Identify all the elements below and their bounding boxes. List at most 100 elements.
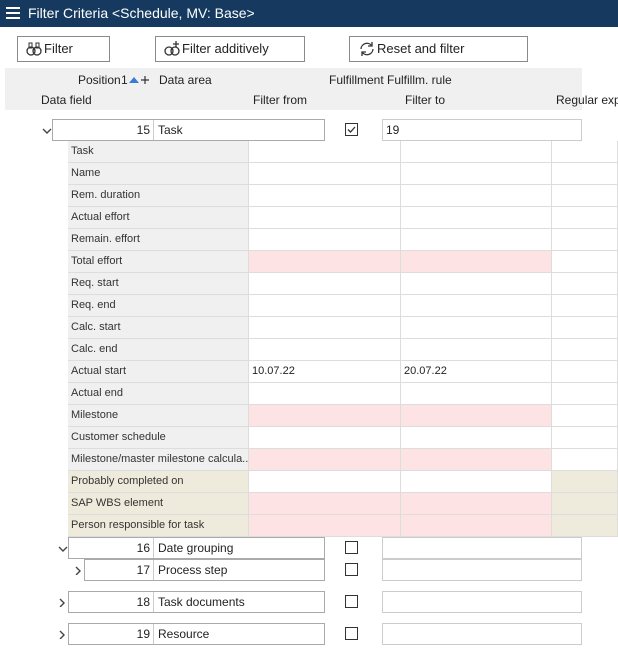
regular-expression[interactable] — [552, 471, 618, 493]
fulfillment-checkbox[interactable] — [345, 123, 359, 137]
filter-from[interactable] — [249, 229, 401, 251]
filter-to[interactable] — [401, 295, 552, 317]
field-label: Person responsible for task — [68, 515, 249, 537]
filter-from[interactable] — [249, 295, 401, 317]
header-position[interactable]: Position — [78, 73, 121, 87]
fulfillment-checkbox[interactable] — [345, 627, 359, 641]
group-position: 16 — [68, 538, 154, 558]
filter-to[interactable] — [401, 229, 552, 251]
filter-to[interactable] — [401, 163, 552, 185]
field-label: Req. start — [68, 273, 249, 295]
filter-to[interactable] — [401, 273, 552, 295]
fulfillment-checkbox[interactable] — [345, 541, 359, 555]
filter-to[interactable] — [401, 493, 552, 515]
regular-expression[interactable] — [552, 185, 618, 207]
group-row[interactable] — [68, 591, 325, 613]
field-label: Name — [68, 163, 249, 185]
filter-to[interactable] — [401, 141, 552, 163]
filter-from[interactable] — [249, 383, 401, 405]
filter-to[interactable] — [401, 427, 552, 449]
fulfillment-rule[interactable] — [382, 623, 582, 645]
regular-expression[interactable] — [552, 207, 618, 229]
regular-expression[interactable] — [552, 163, 618, 185]
regular-expression[interactable] — [552, 317, 618, 339]
fulfillment-rule[interactable] — [382, 591, 582, 613]
filter-to[interactable] — [401, 317, 552, 339]
header-fulfillment-rule[interactable]: Fulfillm. rule — [387, 73, 452, 87]
field-label: Remain. effort — [68, 229, 249, 251]
filter-to[interactable] — [401, 251, 552, 273]
regular-expression[interactable] — [552, 339, 618, 361]
group-data-area: Resource — [158, 627, 210, 641]
filter-from[interactable] — [249, 207, 401, 229]
regular-expression[interactable] — [552, 383, 618, 405]
regular-expression[interactable] — [552, 295, 618, 317]
filter-to[interactable] — [401, 449, 552, 471]
filter-to[interactable] — [401, 515, 552, 537]
field-label: Actual end — [68, 383, 249, 405]
filter-to[interactable] — [401, 471, 552, 493]
header-filter-from[interactable]: Filter from — [253, 93, 307, 107]
filter-from[interactable] — [249, 273, 401, 295]
header-data-field[interactable]: Data field — [41, 93, 92, 107]
group-row[interactable] — [68, 537, 325, 559]
filter-from[interactable] — [249, 251, 401, 273]
regular-expression[interactable] — [552, 427, 618, 449]
filter-from[interactable]: 10.07.22 — [249, 361, 401, 383]
regular-expression[interactable] — [552, 141, 618, 163]
expand-toggle[interactable] — [41, 125, 53, 135]
column-header — [5, 68, 582, 110]
reset-filter-button[interactable]: Reset and filter — [349, 36, 528, 62]
regular-expression[interactable] — [552, 493, 618, 515]
fulfillment-rule[interactable] — [382, 559, 582, 581]
filter-to[interactable] — [401, 339, 552, 361]
field-label: Probably completed on — [68, 471, 249, 493]
group-data-area: Task — [158, 123, 183, 137]
group-row[interactable] — [68, 623, 325, 645]
filter-additively-button[interactable]: Filter additively — [155, 36, 305, 62]
group-row[interactable] — [84, 559, 325, 581]
filter-from[interactable] — [249, 185, 401, 207]
filter-from[interactable] — [249, 493, 401, 515]
regular-expression[interactable] — [552, 405, 618, 427]
filter-from[interactable] — [249, 141, 401, 163]
header-filter-to[interactable]: Filter to — [405, 93, 446, 107]
group-data-area: Process step — [158, 563, 228, 577]
filter-from[interactable] — [249, 515, 401, 537]
regular-expression[interactable] — [552, 361, 618, 383]
filter-from[interactable] — [249, 405, 401, 427]
expand-toggle[interactable] — [57, 543, 69, 553]
expand-toggle[interactable] — [57, 597, 69, 607]
filter-to[interactable]: 20.07.22 — [401, 361, 552, 383]
header-fulfillment[interactable]: Fulfillment — [329, 73, 384, 87]
menu-icon[interactable] — [6, 6, 22, 20]
field-label: Calc. start — [68, 317, 249, 339]
filter-to[interactable] — [401, 405, 552, 427]
expand-toggle[interactable] — [57, 629, 69, 639]
fulfillment-rule[interactable] — [382, 537, 582, 559]
fulfillment-checkbox[interactable] — [345, 563, 359, 577]
header-regular-expression[interactable]: Regular expr — [556, 93, 618, 107]
filter-from[interactable] — [249, 427, 401, 449]
filter-to[interactable] — [401, 185, 552, 207]
regular-expression[interactable] — [552, 273, 618, 295]
group-row[interactable] — [52, 119, 325, 141]
regular-expression[interactable] — [552, 515, 618, 537]
filter-from[interactable] — [249, 163, 401, 185]
filter-to[interactable] — [401, 383, 552, 405]
expand-toggle[interactable] — [73, 565, 85, 575]
regular-expression[interactable] — [552, 449, 618, 471]
fulfillment-rule[interactable]: 19 — [382, 119, 582, 141]
filter-from[interactable] — [249, 449, 401, 471]
regular-expression[interactable] — [552, 229, 618, 251]
filter-button[interactable]: Filter — [17, 36, 110, 62]
header-data-area[interactable]: Data area — [159, 73, 212, 87]
filter-from[interactable] — [249, 339, 401, 361]
filter-to[interactable] — [401, 207, 552, 229]
filter-from[interactable] — [249, 471, 401, 493]
filter-from[interactable] — [249, 317, 401, 339]
group-position: 15 — [52, 120, 154, 140]
regular-expression[interactable] — [552, 251, 618, 273]
fulfillment-checkbox[interactable] — [345, 595, 359, 609]
field-label: Rem. duration — [68, 185, 249, 207]
